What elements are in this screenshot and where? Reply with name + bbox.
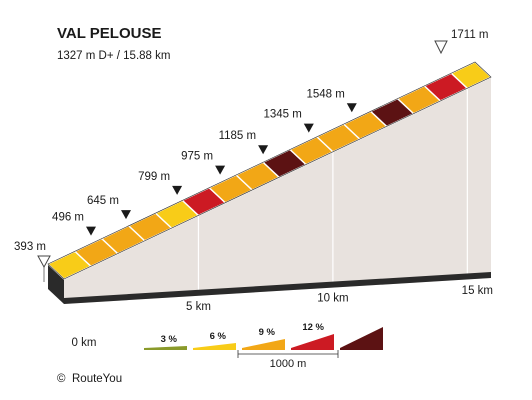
km-marker-triangle <box>303 123 314 133</box>
end-marker-triangle <box>434 40 448 55</box>
legend-swatch <box>144 346 187 350</box>
km-marker-triangle <box>86 226 96 236</box>
elevation-label: 799 m <box>138 171 170 183</box>
profile-group <box>47 61 492 304</box>
legend-label: 3 % <box>161 334 178 345</box>
legend-swatch <box>242 339 285 350</box>
km-marker-triangle <box>215 165 226 175</box>
profile-side-wall <box>64 77 491 304</box>
start-elevation-label: 393 m <box>14 241 46 253</box>
chart-title: VAL PELOUSE <box>57 25 161 42</box>
profile-top-outline <box>47 61 492 280</box>
copyright-text: RouteYou <box>72 373 122 385</box>
legend-swatch <box>340 327 383 350</box>
x-tick-label: 5 km <box>186 301 211 313</box>
km-marker-triangle <box>121 210 131 220</box>
x-tick-label: 10 km <box>317 293 348 305</box>
x-tick-label: 0 km <box>72 337 97 349</box>
elevation-label: 1185 m <box>219 130 257 142</box>
elevation-label: 645 m <box>87 195 119 207</box>
km-marker-triangle <box>346 103 357 113</box>
km-marker-triangle <box>258 145 269 155</box>
legend-label: 9 % <box>259 327 276 338</box>
start-marker-triangle <box>37 255 51 269</box>
elevation-label: 975 m <box>181 151 213 163</box>
legend-swatch <box>193 343 236 350</box>
legend-label: 6 % <box>210 331 227 342</box>
legend-label: 12 % <box>302 322 324 333</box>
legend-group: 3 % 6 % 9 % 12 % 1000 m <box>144 322 383 370</box>
legend-swatch <box>291 334 334 350</box>
x-tick-label: 15 km <box>462 285 493 297</box>
profile-base-bar <box>64 272 491 304</box>
end-elevation-label: 1711 m <box>451 29 489 41</box>
profile-start-cap <box>48 264 64 304</box>
x-tick-group: 0 km 5 km 10 km 15 km <box>72 285 493 349</box>
elevation-label: 1345 m <box>263 109 301 121</box>
copyright-symbol: © <box>57 373 66 385</box>
elevation-label: 496 m <box>52 212 84 224</box>
elevation-label: 1548 m <box>306 88 344 100</box>
legend-scale-label: 1000 m <box>270 358 307 370</box>
chart-subtitle: 1327 m D+ / 15.88 km <box>57 50 170 62</box>
km-marker-triangle <box>172 185 183 195</box>
